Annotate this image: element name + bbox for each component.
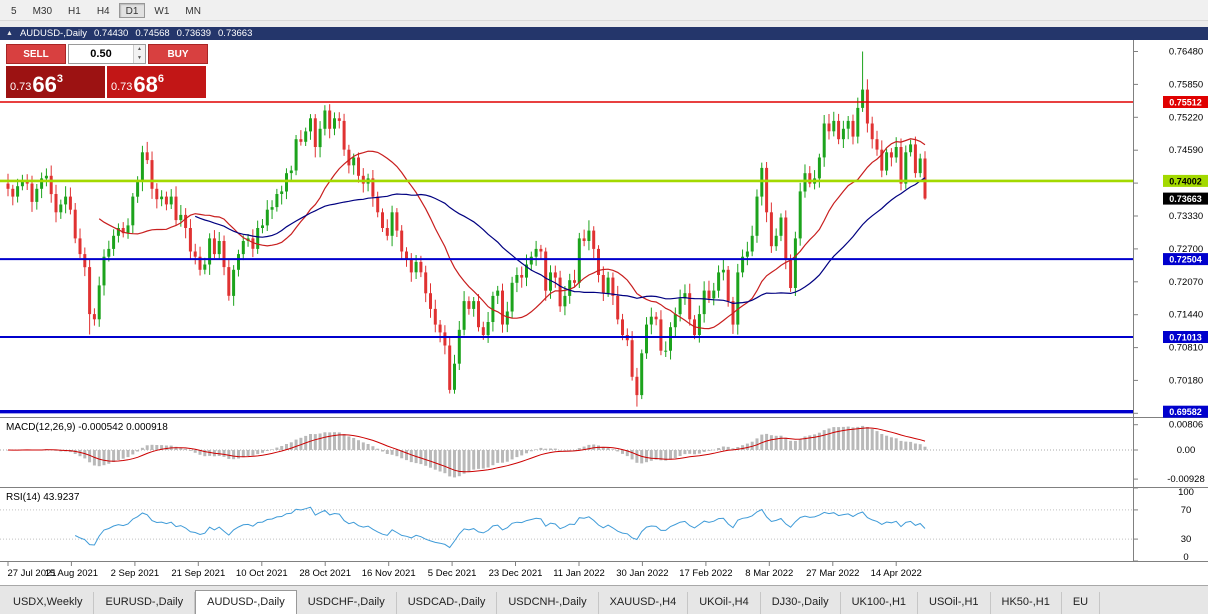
svg-text:0.73663: 0.73663: [1169, 194, 1202, 204]
price-axis-tick: 0.74590: [1169, 145, 1203, 156]
macd-axis-tick: 0.00806: [1169, 420, 1203, 431]
timeframe-button-W1[interactable]: W1: [147, 3, 176, 18]
tab-USDCHF-,Daily[interactable]: USDCHF-,Daily: [297, 592, 397, 614]
svg-text:0.72504: 0.72504: [1169, 255, 1202, 265]
chart-up-arrow-icon: ▲: [6, 30, 13, 37]
ohlc-high: 0.74568: [135, 28, 170, 39]
date-axis-label: 10 Oct 2021: [236, 568, 288, 579]
tab-EU[interactable]: EU: [1062, 592, 1101, 614]
tab-USDCAD-,Daily[interactable]: USDCAD-,Daily: [397, 592, 498, 614]
price-chart-canvas[interactable]: 0.764800.758500.752200.745900.739600.733…: [0, 40, 1208, 586]
date-axis-label: 21 Sep 2021: [171, 568, 225, 579]
buy-button[interactable]: BUY: [148, 44, 208, 64]
price-badge-0.72504: 0.72504: [1163, 253, 1208, 266]
timeframe-button-H4[interactable]: H4: [90, 3, 117, 18]
price-axis-tick: 0.71440: [1169, 310, 1203, 321]
macd-histogram: [6, 425, 927, 478]
timeframe-button-D1[interactable]: D1: [118, 2, 146, 18]
rsi-axis-tick: 100: [1178, 487, 1194, 498]
price-axis-tick: 0.72700: [1169, 244, 1203, 255]
sell-price-display[interactable]: 0.73 66 3: [6, 66, 105, 98]
price-axis-tick: 0.75850: [1169, 79, 1203, 90]
tab-UKOil-,H4[interactable]: UKOil-,H4: [688, 592, 761, 614]
price-axis-tick: 0.75220: [1169, 112, 1203, 123]
date-axis-label: 17 Feb 2022: [679, 568, 732, 579]
tab-USOil-,H1[interactable]: USOil-,H1: [918, 592, 991, 614]
buy-price-sup: 6: [157, 73, 165, 85]
ma-40-line: [194, 177, 926, 305]
rsi-axis-tick: 0: [1183, 552, 1188, 563]
macd-axis-tick: -0.00928: [1167, 474, 1205, 485]
ohlc-close: 0.73663: [218, 28, 253, 39]
spinner-up-icon[interactable]: ▲: [134, 45, 145, 54]
date-axis-label: 15 Aug 2021: [45, 568, 98, 579]
svg-text:0.69582: 0.69582: [1169, 407, 1202, 417]
sell-price-prefix: 0.73: [10, 81, 32, 93]
price-axis-tick: 0.76480: [1169, 47, 1203, 58]
buy-price-big: 68: [133, 72, 158, 97]
price-axis-tick: 0.70810: [1169, 343, 1203, 354]
ohlc-open: 0.74430: [93, 28, 129, 39]
tab-UK100-,H1[interactable]: UK100-,H1: [841, 592, 919, 614]
price-axis-tick: 0.72070: [1169, 277, 1203, 288]
date-axis-label: 27 Mar 2022: [806, 568, 859, 579]
date-axis-label: 23 Dec 2021: [489, 568, 543, 579]
tab-XAUUSD-,H4[interactable]: XAUUSD-,H4: [599, 592, 689, 614]
date-axis-label: 8 Mar 2022: [745, 568, 793, 579]
svg-text:0.74002: 0.74002: [1169, 176, 1202, 186]
chart-tab-bar: USDX,Weekly EURUSD-,Daily AUDUSD-,Daily USD…: [0, 585, 1208, 614]
timeframe-button-M30[interactable]: M30: [26, 3, 59, 18]
rsi-line: [74, 506, 926, 549]
ohlc-low: 0.73639: [176, 28, 212, 39]
timeframe-button-H1[interactable]: H1: [61, 3, 88, 18]
macd-indicator-label: MACD(12,26,9) -0.000542 0.000918: [6, 422, 168, 433]
svg-text:0.71013: 0.71013: [1169, 333, 1202, 343]
macd-signal-line: [7, 427, 926, 473]
price-badge-0.74002: 0.74002: [1163, 174, 1208, 187]
date-axis-label: 5 Dec 2021: [428, 568, 477, 579]
tab-AUDUSD-,Daily[interactable]: AUDUSD-,Daily: [195, 590, 297, 614]
price-badge-0.73663: 0.73663: [1163, 192, 1208, 205]
date-axis-label: 14 Apr 2022: [871, 568, 922, 579]
volume-stepper[interactable]: 0.50 ▲ ▼: [68, 44, 146, 64]
tab-HK50-,H1[interactable]: HK50-,H1: [991, 592, 1062, 614]
date-axis-label: 11 Jan 2022: [553, 568, 605, 579]
chart-symbol-label: AUDUSD-,Daily: [19, 28, 87, 39]
spinner-down-icon[interactable]: ▼: [134, 54, 145, 63]
volume-spinner[interactable]: ▲ ▼: [133, 45, 145, 63]
date-axis-label: 30 Jan 2022: [616, 568, 668, 579]
price-badge-0.69582: 0.69582: [1163, 405, 1208, 418]
date-axis-label: 16 Nov 2021: [362, 568, 416, 579]
sell-price-big: 66: [32, 72, 57, 97]
chart-area: 0.764800.758500.752200.745900.739600.733…: [0, 40, 1208, 586]
date-axis-label: 2 Sep 2021: [111, 568, 160, 579]
timeframe-toolbar: 5 M30 H1 H4 D1 W1 MN: [0, 0, 1208, 21]
timeframe-button-5[interactable]: 5: [4, 3, 24, 18]
tab-USDCNH-,Daily[interactable]: USDCNH-,Daily: [497, 592, 599, 614]
tab-EURUSD-,Daily[interactable]: EURUSD-,Daily: [94, 592, 196, 614]
price-axis-tick: 0.73330: [1169, 211, 1203, 222]
rsi-axis-tick: 30: [1181, 534, 1192, 545]
date-axis-label: 27 Jul 2021: [7, 568, 56, 579]
sell-price-sup: 3: [56, 73, 64, 85]
macd-axis-tick: 0.00: [1177, 445, 1196, 456]
date-axis-label: 28 Oct 2021: [299, 568, 351, 579]
svg-text:0.75512: 0.75512: [1169, 98, 1202, 108]
timeframe-button-MN[interactable]: MN: [178, 3, 208, 18]
rsi-axis-tick: 70: [1181, 505, 1192, 516]
buy-price-display[interactable]: 0.73 68 6: [107, 66, 206, 98]
volume-value[interactable]: 0.50: [90, 48, 112, 60]
buy-price-prefix: 0.73: [111, 81, 133, 93]
price-axis-tick: 0.70180: [1169, 375, 1203, 386]
one-click-trading-panel: SELL 0.50 ▲ ▼ BUY 0.73 66 3 0.73 68 6: [6, 44, 208, 98]
rsi-indicator-label: RSI(14) 43.9237: [6, 492, 80, 503]
chart-titlebar: ▲ AUDUSD-,Daily 0.74430 0.74568 0.73639 …: [0, 27, 1208, 40]
price-badge-0.71013: 0.71013: [1163, 331, 1208, 343]
sell-button[interactable]: SELL: [6, 44, 66, 64]
tab-USDX,Weekly[interactable]: USDX,Weekly: [2, 592, 95, 614]
price-badge-0.75512: 0.75512: [1163, 96, 1208, 108]
tab-DJ30-,Daily[interactable]: DJ30-,Daily: [761, 592, 841, 614]
